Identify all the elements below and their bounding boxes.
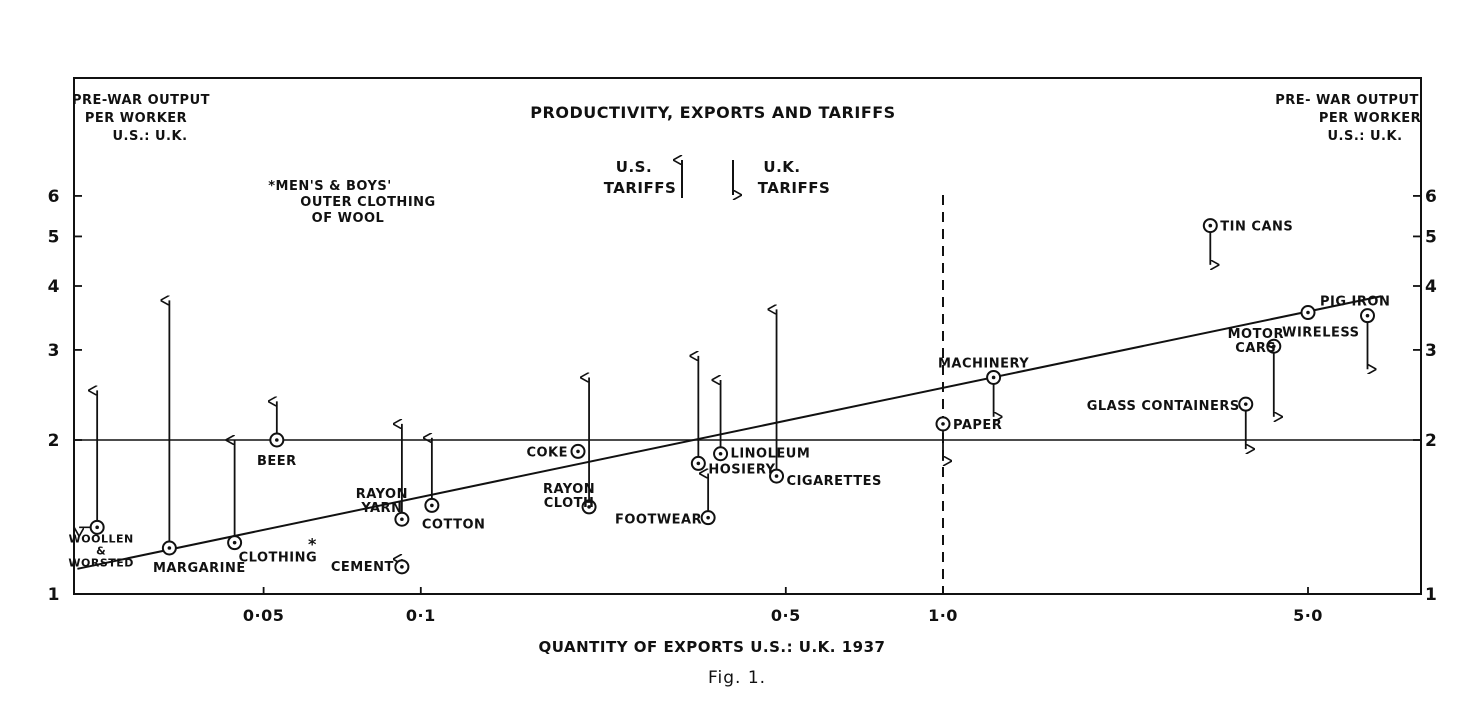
x-tick-label-0-5: 0·5 bbox=[771, 606, 801, 625]
data-point-center-linoleum bbox=[718, 451, 723, 456]
reference-lines bbox=[74, 195, 1421, 594]
data-point-center-pig-iron bbox=[1306, 310, 1310, 315]
left-y-axis-title-line2: PER WORKER bbox=[85, 111, 187, 126]
data-point-center-paper bbox=[941, 422, 945, 426]
data-label-tin-cans: TIN CANS bbox=[1220, 220, 1293, 235]
regression-line bbox=[77, 295, 1382, 570]
y-tick-label-left-2: 2 bbox=[48, 431, 60, 451]
data-point-center-glass-containers bbox=[1243, 402, 1248, 406]
data-label-asterisk: * bbox=[308, 534, 317, 553]
y-tick-label-right-1: 1 bbox=[1425, 585, 1437, 605]
plot-frame bbox=[73, 77, 1422, 595]
data-point-center-cement bbox=[400, 565, 404, 569]
left-y-axis-title-line1: PRE-WAR OUTPUT bbox=[72, 93, 210, 108]
chart-title: PRODUCTIVITY, EXPORTS AND TARIFFS bbox=[530, 103, 895, 122]
x-tick-label-0-05: 0·05 bbox=[243, 606, 284, 625]
data-label-wireless: WIRELESS bbox=[1282, 326, 1359, 341]
figure-caption: Fig. 1. bbox=[708, 668, 766, 688]
data-label-motor-cars-line2: CARS bbox=[1235, 341, 1276, 356]
data-point-center-coke bbox=[576, 449, 580, 454]
uk-tariffs-legend-line1: U.K. bbox=[763, 158, 800, 176]
right-y-axis-title-line3: U.S.: U.K. bbox=[1327, 129, 1402, 144]
y-tick-label-right-2: 2 bbox=[1425, 431, 1437, 451]
data-label-rayon-yarn-line2: YARN bbox=[360, 501, 402, 516]
y-tick-label-left-5: 5 bbox=[48, 227, 60, 247]
data-label-cigarettes: CIGARETTES bbox=[787, 474, 882, 489]
data-point-center-footwear bbox=[706, 515, 710, 520]
asterisk-note-line1: *MEN'S & BOYS' bbox=[268, 179, 391, 194]
y-tick-label-right-4: 4 bbox=[1425, 277, 1437, 297]
data-label-cotton: COTTON bbox=[422, 517, 486, 532]
y-tick-label-right-3: 3 bbox=[1425, 341, 1437, 361]
y-tick-label-left-3: 3 bbox=[48, 341, 60, 361]
us-tariffs-legend-line2: TARIFFS bbox=[604, 179, 677, 197]
data-point-center-woollen-worsted bbox=[95, 525, 99, 530]
data-point-center-tin-cans bbox=[1208, 223, 1213, 228]
data-label-hosiery: HOSIERY bbox=[708, 462, 775, 477]
data-label-rayon-yarn-line1: RAYON bbox=[356, 487, 408, 502]
data-label-motor-cars-line1: MOTOR bbox=[1228, 327, 1284, 342]
data-label-machinery: MACHINERY bbox=[938, 356, 1029, 371]
data-label-woollen-worsted-line3: WORSTED bbox=[68, 556, 134, 569]
tariff-arrows bbox=[79, 232, 1367, 560]
data-point-center-wireless bbox=[1365, 313, 1370, 318]
data-label-rayon-cloth-line1: RAYON bbox=[543, 482, 595, 497]
data-label-paper: PAPER bbox=[953, 418, 1002, 433]
asterisk-note-line2: OUTER CLOTHING bbox=[300, 195, 435, 210]
data-label-cement: CEMENT bbox=[331, 560, 394, 575]
data-point-center-rayon-yarn bbox=[400, 517, 404, 522]
data-label-glass-containers: GLASS CONTAINERS bbox=[1087, 399, 1240, 414]
data-point-center-machinery bbox=[991, 375, 996, 380]
x-tick-label-1-0: 1·0 bbox=[928, 606, 958, 625]
data-label-rayon-cloth-line2: CLOTH bbox=[544, 496, 595, 511]
asterisk-note-line3: OF WOOL bbox=[312, 211, 385, 226]
data-label-linoleum: LINOLEUM bbox=[731, 447, 811, 462]
y-tick-label-right-6: 6 bbox=[1425, 187, 1437, 207]
data-point-center-rayon-cloth bbox=[587, 505, 591, 509]
right-y-axis-title-line1: PRE- WAR OUTPUT bbox=[1275, 93, 1419, 108]
data-label-footwear: FOOTWEAR bbox=[615, 513, 702, 528]
uk-tariffs-legend-line2: TARIFFS bbox=[758, 179, 831, 197]
data-label-coke: COKE bbox=[526, 445, 568, 460]
y-tick-label-left-4: 4 bbox=[48, 277, 60, 297]
data-label-margarine: MARGARINE bbox=[153, 561, 246, 576]
data-label-pig-iron: PIG IRON bbox=[1320, 295, 1390, 310]
data-point-center-cotton bbox=[430, 503, 434, 508]
data-point-center-motor-cars bbox=[1271, 344, 1276, 349]
data-point-center-clothing bbox=[232, 540, 237, 545]
y-tick-label-left-1: 1 bbox=[48, 585, 60, 605]
axis-ticks: 1 1 2 2 3 3 4 4 5 5 6 6 0·05 0·1 0·5 1·0 5·0 bbox=[48, 187, 1437, 625]
x-tick-label-5-0: 5·0 bbox=[1293, 606, 1323, 625]
data-label-beer: BEER bbox=[257, 454, 297, 469]
data-point-center-cigarettes bbox=[774, 474, 779, 478]
data-label-clothing: CLOTHING bbox=[239, 551, 318, 566]
y-tick-label-right-5: 5 bbox=[1425, 227, 1437, 247]
data-label-woollen-worsted-line1: WOOLLEN bbox=[69, 532, 134, 545]
left-y-axis-title-line3: U.S.: U.K. bbox=[112, 129, 187, 144]
data-point-center-margarine bbox=[167, 546, 172, 550]
us-tariffs-legend-line1: U.S. bbox=[616, 158, 652, 176]
data-point-center-hosiery bbox=[696, 461, 701, 466]
x-tick-label-0-1: 0·1 bbox=[406, 606, 436, 625]
data-label-woollen-worsted-line2: & bbox=[96, 544, 106, 557]
right-y-axis-title-line2: PER WORKER bbox=[1319, 111, 1421, 126]
y-tick-label-left-6: 6 bbox=[48, 187, 60, 207]
x-axis-title: QUANTITY OF EXPORTS U.S.: U.K. 1937 bbox=[539, 638, 886, 656]
data-point-center-beer bbox=[275, 438, 279, 442]
